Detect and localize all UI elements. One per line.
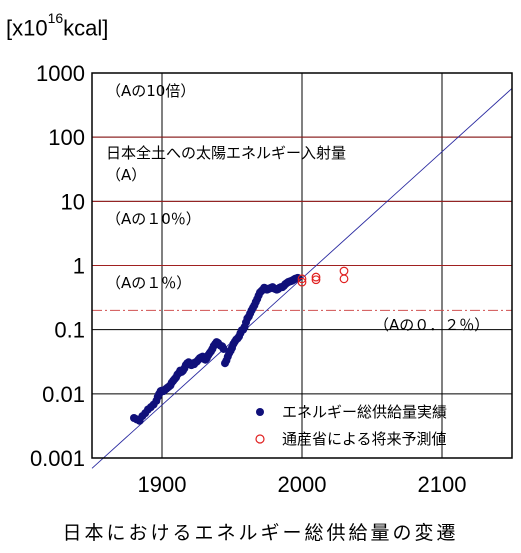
legend-marker-actual [256,408,264,416]
annotation-a-10pct: （Aの１0％） [106,210,201,228]
forecast-point [311,275,321,285]
x-tick-labels: 1900 2000 2100 [138,472,467,497]
annotation-solar-input: 日本全土への太陽エネルギー入射量 [106,144,346,162]
legend-label-forecast: 通産省による将来予測値 [282,430,447,448]
legend-label-actual: エネルギー総供給量実績 [282,403,447,421]
actual-supply-point [219,344,228,353]
x-tick-label: 1900 [138,472,187,497]
y-tick-label: 1 [73,254,85,279]
y-tick-label: 0.001 [30,446,85,471]
legend-marker-forecast [255,434,265,444]
y-tick-label: 1000 [36,61,85,86]
y-tick-label: 10 [61,189,85,214]
y-tick-label: 0.1 [54,318,85,343]
forecast-point [339,266,349,276]
forecast-point [339,274,349,284]
annotation-a-1pct: （Aの１％） [106,274,191,292]
chart-caption: 日本におけるエネルギー総供給量の変遷 [62,522,459,544]
unit-prefix: [x10 [6,15,48,41]
annotation-a-times-10: （Aの10倍） [106,82,195,100]
plot-frame [91,72,513,459]
data-marks [130,266,349,425]
y-unit-label: [x1016kcal] [6,10,109,41]
legend: エネルギー総供給量実績 通産省による将来予測値 [255,403,447,448]
annotation-a-02pct: （Aの０．２％） [374,316,489,334]
unit-exponent: 16 [47,10,64,26]
x-tick-label: 2000 [278,472,327,497]
unit-suffix: kcal] [63,15,109,41]
y-tick-label: 100 [48,125,85,150]
forecast-point [297,277,307,287]
annotation-a: （A） [106,166,146,184]
forecast-point [311,272,321,282]
y-tick-labels: 0.001 0.01 0.1 1 10 100 1000 [30,61,85,471]
forecast-point [297,274,307,284]
y-tick-label: 0.01 [42,382,85,407]
x-tick-label: 2100 [418,472,467,497]
